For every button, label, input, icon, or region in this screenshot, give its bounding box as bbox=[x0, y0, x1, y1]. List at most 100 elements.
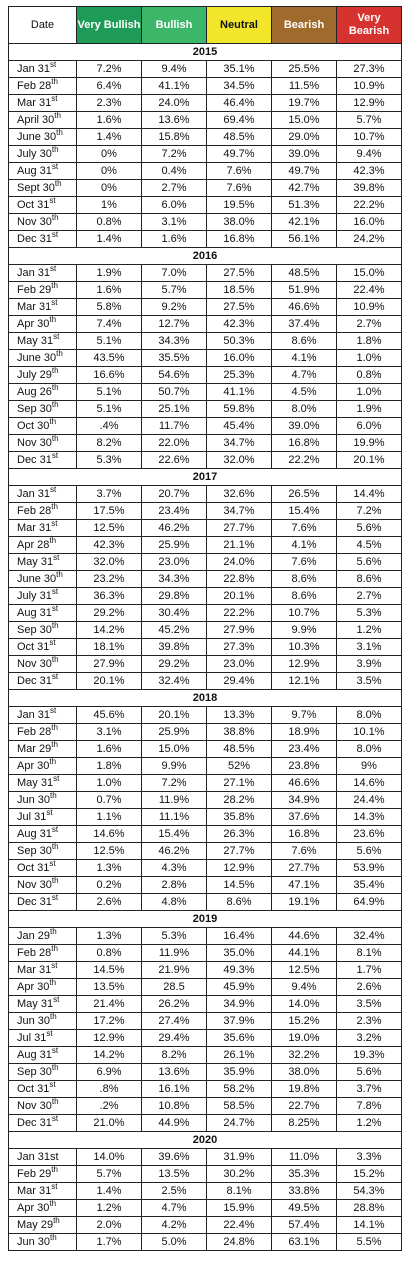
data-row: Apr 30th 7.4% 12.7% 42.3% 37.4% 2.7% bbox=[8, 314, 402, 333]
value-cell: 4.8% bbox=[141, 893, 207, 911]
date-text: May 31 bbox=[17, 334, 54, 347]
date-text: July 31 bbox=[17, 589, 52, 602]
date-text: Jan 31 bbox=[17, 487, 51, 500]
date-cell: July 31st bbox=[8, 586, 77, 605]
value-cell: 29.2% bbox=[76, 604, 142, 622]
header-cell: Very Bullish bbox=[76, 6, 142, 44]
value-cell: 11.9% bbox=[141, 791, 207, 809]
date-suffix: st bbox=[50, 263, 57, 273]
date-text: Aug 31 bbox=[17, 606, 52, 619]
date-cell: Apr 30th bbox=[8, 978, 77, 996]
date-suffix: st bbox=[51, 603, 59, 613]
value-cell: 0% bbox=[76, 179, 142, 197]
date-cell: Sep 30th bbox=[8, 1063, 77, 1081]
value-cell: 0.8% bbox=[76, 213, 142, 231]
value-cell: 49.7% bbox=[206, 145, 272, 163]
date-suffix: st bbox=[51, 960, 58, 970]
value-cell: 5.1% bbox=[76, 332, 142, 350]
value-cell: 14.5% bbox=[76, 961, 142, 979]
value-cell: 31.9% bbox=[206, 1148, 272, 1166]
value-cell: 0.2% bbox=[76, 876, 142, 894]
value-cell: 13.3% bbox=[206, 706, 272, 724]
date-suffix: th bbox=[51, 943, 58, 953]
data-row: Sep 30th 12.5% 46.2% 27.7% 7.6% 5.6% bbox=[8, 842, 402, 860]
value-cell: 30.4% bbox=[141, 604, 207, 622]
value-cell: 41.1% bbox=[206, 383, 272, 401]
value-cell: 46.6% bbox=[271, 298, 337, 316]
value-cell: 42.1% bbox=[271, 213, 337, 231]
date-suffix: th bbox=[56, 569, 63, 579]
date-suffix: st bbox=[51, 161, 59, 171]
value-cell: 21.1% bbox=[206, 536, 272, 554]
date-cell: Aug 31st bbox=[8, 161, 77, 180]
value-cell: 22.2% bbox=[206, 604, 272, 622]
value-cell: 18.9% bbox=[271, 723, 337, 741]
data-row: Feb 28th 6.4% 41.1% 34.5% 11.5% 10.9% bbox=[8, 77, 402, 95]
value-cell: 8.1% bbox=[336, 944, 402, 962]
value-cell: 14.2% bbox=[76, 1046, 142, 1064]
data-row: Feb 28th 0.8% 11.9% 35.0% 44.1% 8.1% bbox=[8, 943, 402, 962]
value-cell: 27.3% bbox=[206, 638, 272, 656]
value-cell: 42.3% bbox=[206, 315, 272, 333]
value-cell: 6.0% bbox=[141, 196, 207, 214]
data-row: Aug 31st 0% 0.4% 7.6% 49.7% 42.3% bbox=[8, 161, 402, 180]
date-suffix: th bbox=[54, 110, 61, 120]
value-cell: 13.6% bbox=[141, 1063, 207, 1081]
date-suffix: th bbox=[51, 280, 58, 290]
value-cell: 45.6% bbox=[76, 706, 142, 724]
value-cell: 15.0% bbox=[141, 740, 207, 758]
value-cell: 8.2% bbox=[76, 434, 142, 452]
value-cell: 9.9% bbox=[141, 757, 207, 775]
value-cell: 27.5% bbox=[206, 264, 272, 282]
value-cell: 14.5% bbox=[206, 876, 272, 894]
value-cell: 15.9% bbox=[206, 1199, 272, 1217]
value-cell: 44.9% bbox=[141, 1114, 207, 1132]
value-cell: 10.7% bbox=[271, 604, 337, 622]
date-suffix: th bbox=[51, 501, 58, 511]
date-cell: Apr 30th bbox=[8, 1199, 77, 1217]
date-text: Aug 31 bbox=[17, 1048, 52, 1061]
value-cell: 5.3% bbox=[76, 451, 142, 469]
date-text: Apr 30 bbox=[17, 759, 50, 772]
value-cell: 8.2% bbox=[141, 1046, 207, 1064]
date-text: Oct 31 bbox=[17, 198, 50, 211]
date-suffix: st bbox=[51, 586, 59, 596]
date-text: June 30 bbox=[17, 572, 57, 585]
date-suffix: th bbox=[49, 314, 57, 324]
value-cell: 2.6% bbox=[76, 893, 142, 911]
data-row: Jul 31st 1.1% 11.1% 35.8% 37.6% 14.3% bbox=[8, 808, 402, 826]
value-cell: 64.9% bbox=[336, 893, 402, 911]
value-cell: 5.3% bbox=[141, 927, 207, 945]
date-text: Mar 31 bbox=[17, 963, 52, 976]
value-cell: 2.3% bbox=[336, 1012, 402, 1030]
data-row: June 30th 23.2% 34.3% 22.8% 8.6% 8.6% bbox=[8, 569, 402, 588]
value-cell: 15.4% bbox=[271, 502, 337, 520]
data-row: Nov 30th 0.8% 3.1% 38.0% 42.1% 16.0% bbox=[8, 213, 402, 231]
date-text: Mar 31 bbox=[17, 521, 52, 534]
data-row: Mar 31st 14.5% 21.9% 49.3% 12.5% 1.7% bbox=[8, 960, 402, 979]
date-cell: Nov 30th bbox=[8, 655, 77, 673]
date-suffix: st bbox=[50, 705, 57, 715]
year-row: 2017 bbox=[8, 468, 402, 486]
value-cell: 0% bbox=[76, 162, 142, 180]
header-cell: Bearish bbox=[271, 6, 337, 44]
date-cell: Dec 31st bbox=[8, 1114, 77, 1132]
value-cell: 4.1% bbox=[271, 536, 337, 554]
value-cell: 32.4% bbox=[336, 927, 402, 945]
date-text: Sep 30 bbox=[17, 402, 52, 415]
value-cell: 27.1% bbox=[206, 774, 272, 792]
date-suffix: st bbox=[51, 671, 59, 681]
value-cell: 1.0% bbox=[336, 383, 402, 401]
value-cell: 1% bbox=[76, 196, 142, 214]
value-cell: 11.1% bbox=[141, 808, 207, 826]
value-cell: 15.8% bbox=[141, 128, 207, 146]
data-row: Nov 30th 8.2% 22.0% 34.7% 16.8% 19.9% bbox=[8, 433, 402, 452]
date-suffix: th bbox=[51, 433, 59, 443]
date-suffix: th bbox=[51, 382, 59, 392]
value-cell: 22.2% bbox=[271, 451, 337, 469]
value-cell: 12.1% bbox=[271, 672, 337, 690]
value-cell: 11.7% bbox=[141, 417, 207, 435]
value-cell: 63.1% bbox=[271, 1233, 337, 1251]
date-text: Jul 31 bbox=[17, 1031, 47, 1044]
value-cell: 20.1% bbox=[206, 587, 272, 605]
